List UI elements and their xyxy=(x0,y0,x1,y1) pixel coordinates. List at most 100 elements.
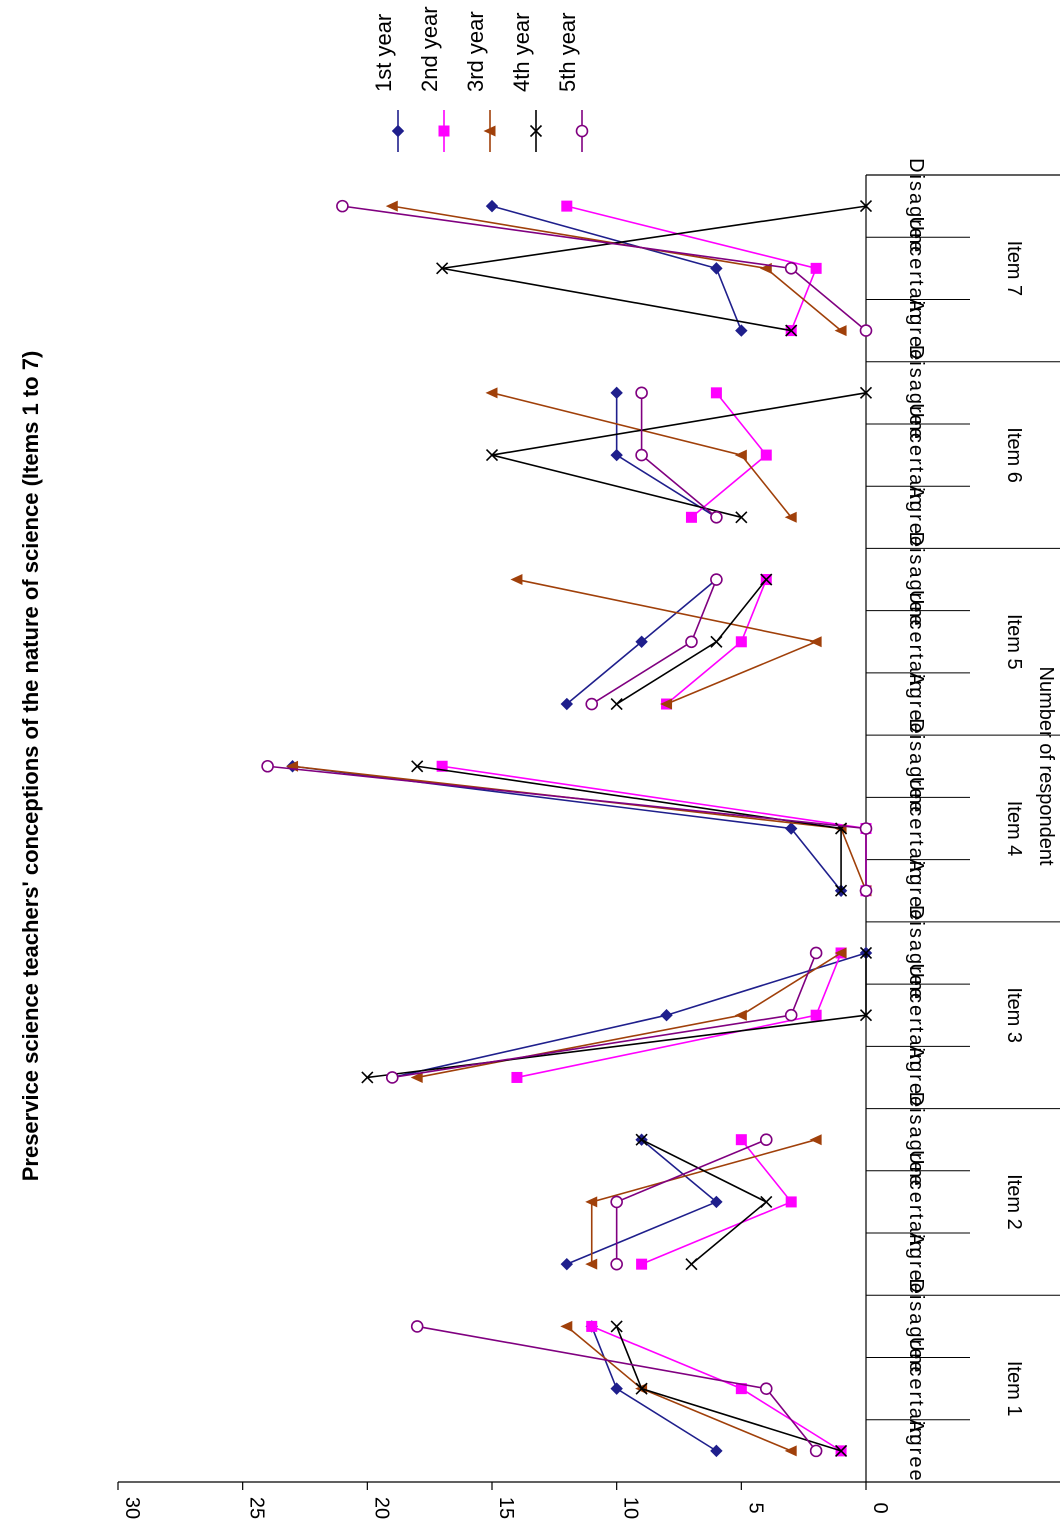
data-point xyxy=(784,1008,798,1022)
group-label: Item 2 xyxy=(1003,1174,1025,1230)
data-point xyxy=(809,636,822,648)
x-marker-stroke xyxy=(859,1009,873,1022)
series-line xyxy=(292,765,867,892)
data-point xyxy=(735,1383,747,1395)
data-point xyxy=(809,1444,823,1458)
legend-item: 4th year xyxy=(509,13,543,152)
series-line xyxy=(615,1138,767,1265)
data-point xyxy=(834,325,847,337)
value-tick-label: 20 xyxy=(370,1497,392,1519)
category-label: Disagree xyxy=(905,532,927,628)
data-point xyxy=(710,635,723,648)
series-line xyxy=(392,205,842,332)
data-point xyxy=(635,448,648,462)
category-label: Uncertain xyxy=(905,403,927,507)
x-marker-stroke xyxy=(710,635,723,648)
data-point xyxy=(385,1071,399,1084)
x-marker-stroke xyxy=(610,697,623,711)
data-point xyxy=(261,759,274,773)
data-point xyxy=(485,449,499,462)
group-label: Item 3 xyxy=(1003,987,1025,1043)
category-label: Agree xyxy=(905,672,927,735)
legend-label: 4th year xyxy=(509,13,534,93)
data-point xyxy=(859,946,873,960)
data-point xyxy=(734,1009,747,1021)
category-label: Disagree xyxy=(905,345,927,441)
x-marker-stroke xyxy=(685,1258,698,1271)
data-point xyxy=(784,262,798,275)
series-line xyxy=(566,205,818,331)
data-point xyxy=(834,947,847,959)
x-marker-stroke xyxy=(635,1133,648,1146)
data-point xyxy=(561,200,573,212)
series-4th-year xyxy=(361,200,873,1457)
x-marker-stroke xyxy=(610,1320,623,1333)
category-label: Disagree xyxy=(905,718,927,814)
data-point xyxy=(636,1258,648,1270)
category-label: Uncertain xyxy=(905,590,927,694)
data-point xyxy=(385,200,398,212)
category-label: Disagree xyxy=(905,1092,927,1188)
legend-item: 2nd year xyxy=(417,6,450,152)
legend-label: 2nd year xyxy=(417,6,442,92)
series-1st-year xyxy=(286,199,873,1458)
x-marker-stroke xyxy=(411,760,424,773)
group-label: Item 7 xyxy=(1003,241,1025,297)
value-tick-label: 5 xyxy=(744,1502,766,1513)
group-label: Item 5 xyxy=(1003,614,1025,670)
data-point xyxy=(610,448,623,462)
category-label: Disagree xyxy=(905,905,927,1001)
data-point xyxy=(485,199,499,213)
data-point xyxy=(760,449,772,461)
x-marker-stroke xyxy=(760,1195,773,1208)
legend-marker xyxy=(391,124,405,138)
series-5th-year xyxy=(261,199,873,1458)
data-point xyxy=(610,1195,623,1209)
x-marker-stroke xyxy=(859,386,873,399)
chart-title: Preservice science teachers' conceptions… xyxy=(18,351,43,1182)
data-point xyxy=(735,324,748,337)
legend-marker xyxy=(483,125,496,137)
data-point xyxy=(336,199,349,213)
data-point xyxy=(759,1133,773,1146)
data-point xyxy=(586,1320,598,1332)
data-point xyxy=(809,946,823,960)
data-point xyxy=(784,1445,797,1457)
data-point xyxy=(511,1071,523,1083)
data-point xyxy=(660,698,673,710)
data-point xyxy=(610,386,623,400)
data-point xyxy=(410,1320,424,1333)
series-line xyxy=(516,578,819,705)
data-point xyxy=(610,1320,623,1333)
group-label: Item 1 xyxy=(1003,1361,1025,1417)
data-point xyxy=(610,697,623,711)
x-marker-stroke xyxy=(835,1444,848,1457)
data-point xyxy=(585,697,599,711)
value-tick-label: 15 xyxy=(495,1497,517,1519)
data-point xyxy=(710,511,723,524)
value-tick-label: 25 xyxy=(246,1497,268,1519)
series-3rd-year xyxy=(286,200,872,1457)
data-point xyxy=(859,1009,873,1022)
legend-label: 1st year xyxy=(371,14,396,92)
x-marker-stroke xyxy=(835,822,848,835)
series-line xyxy=(591,1325,842,1452)
data-point xyxy=(635,1133,648,1146)
plot-area: 051015202530AgreeUncertainDisagreeAgreeU… xyxy=(117,158,1060,1519)
x-marker-stroke xyxy=(760,573,773,586)
series-line xyxy=(442,765,867,891)
category-label: Uncertain xyxy=(905,217,927,321)
category-label: Agree xyxy=(905,1046,927,1109)
data-point xyxy=(560,1320,573,1332)
series-line xyxy=(590,1326,717,1452)
legend-label: 3rd year xyxy=(463,11,488,92)
data-point xyxy=(660,1009,673,1022)
value-tick-label: 10 xyxy=(620,1497,642,1519)
series-line xyxy=(491,205,743,331)
data-point xyxy=(510,574,523,586)
data-point xyxy=(635,386,648,400)
x-marker-stroke xyxy=(485,449,499,462)
data-point xyxy=(859,386,873,399)
data-point xyxy=(485,387,498,399)
data-point xyxy=(710,1195,723,1209)
